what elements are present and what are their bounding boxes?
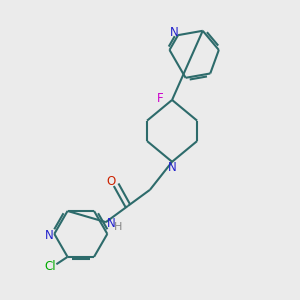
Text: Cl: Cl bbox=[44, 260, 56, 273]
Text: N: N bbox=[45, 229, 53, 242]
Text: O: O bbox=[106, 175, 116, 188]
Text: N: N bbox=[168, 160, 176, 174]
Text: N: N bbox=[107, 217, 116, 230]
Text: F: F bbox=[156, 92, 163, 105]
Text: N: N bbox=[170, 26, 179, 39]
Text: H: H bbox=[114, 222, 123, 232]
